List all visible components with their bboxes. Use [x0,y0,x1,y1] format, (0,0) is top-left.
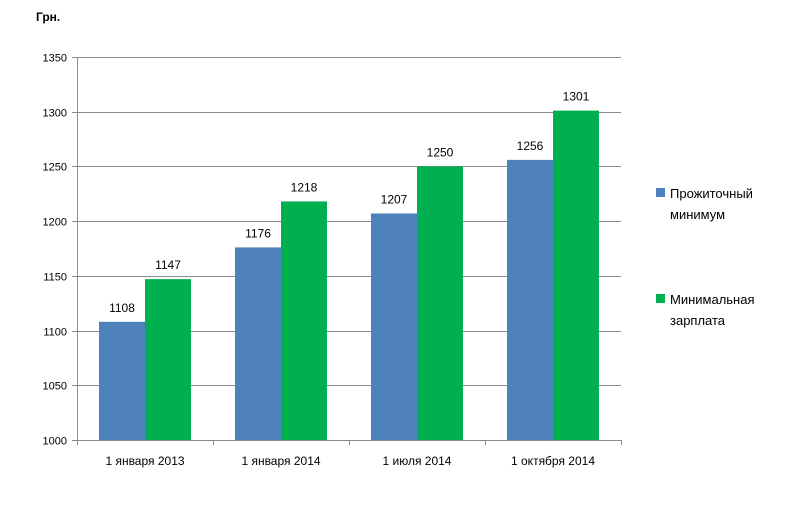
y-tick-label: 1350 [43,53,67,65]
data-label: 1176 [245,226,271,240]
bar [145,279,191,440]
x-tick-label: 1 января 2013 [105,454,184,468]
y-tick-label: 1050 [43,381,67,393]
y-tick-label: 1100 [43,327,67,339]
y-tick-label: 1250 [43,162,67,174]
bar [553,110,599,441]
legend-label: Прожиточный минимум [670,186,753,222]
x-axis-ticks: 1 января 2013 1 января 2014 1 июля 2014 1 о… [105,454,595,468]
bar [235,247,281,440]
bar [507,159,553,440]
axes [77,57,622,445]
legend-swatch [656,188,665,197]
data-label: 1250 [427,145,454,159]
legend: Прожиточный минимум Минимальная зарплата [656,186,755,328]
data-label: 1301 [563,90,590,104]
bar [417,166,463,440]
y-tick-label: 1000 [43,436,67,448]
data-label: 1207 [381,192,408,206]
x-tick-label: 1 июля 2014 [383,454,452,468]
legend-label: Минимальная зарплата [670,292,755,328]
y-tick-label: 1300 [43,108,67,120]
data-label: 1108 [109,301,135,315]
bar [281,201,327,440]
y-tick-label: 1150 [43,272,67,284]
data-labels: 1108 1147 1176 1218 1207 1250 1256 1301 [109,90,590,315]
x-tick-label: 1 октября 2014 [511,454,595,468]
data-label: 1218 [291,180,318,194]
bar [99,321,145,440]
y-tick-label: 1200 [43,217,67,229]
data-label: 1256 [517,139,544,153]
legend-swatch [656,294,665,303]
bars [99,110,599,441]
x-tick-label: 1 января 2014 [241,454,320,468]
y-axis-ticks: 1000 1050 1100 1150 1200 1250 1300 1350 [43,53,77,448]
data-label: 1147 [155,258,181,272]
y-axis-label: Грн. [36,10,60,24]
bar [371,213,417,440]
